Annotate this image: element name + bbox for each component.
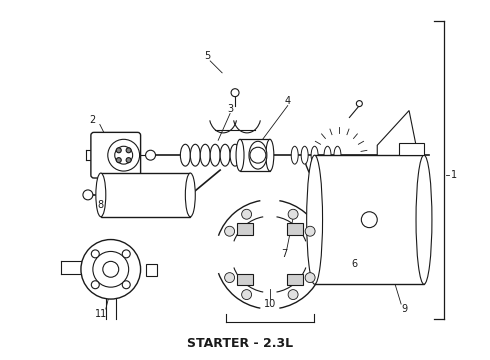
Circle shape (126, 148, 131, 153)
Circle shape (83, 190, 93, 200)
Ellipse shape (180, 144, 190, 166)
Circle shape (146, 150, 155, 160)
Circle shape (356, 100, 362, 107)
Text: 4: 4 (285, 96, 291, 105)
Circle shape (122, 250, 130, 258)
Bar (287, 274, 303, 285)
Circle shape (231, 89, 239, 96)
Circle shape (116, 148, 121, 153)
Circle shape (250, 147, 266, 163)
Bar (240, 139, 270, 171)
Text: 10: 10 (264, 299, 276, 309)
Circle shape (91, 250, 99, 258)
Circle shape (305, 273, 315, 283)
Circle shape (112, 183, 120, 191)
Ellipse shape (291, 146, 298, 164)
Circle shape (108, 139, 140, 171)
Circle shape (224, 226, 235, 236)
Ellipse shape (311, 146, 318, 164)
Text: 3: 3 (227, 104, 233, 113)
Ellipse shape (266, 139, 274, 171)
Circle shape (103, 261, 119, 277)
Circle shape (122, 281, 130, 289)
Polygon shape (377, 111, 419, 165)
Circle shape (81, 239, 141, 299)
Circle shape (115, 146, 133, 164)
Circle shape (93, 251, 129, 287)
Ellipse shape (416, 155, 432, 284)
Text: 7: 7 (282, 249, 288, 260)
Circle shape (116, 158, 121, 163)
Text: 9: 9 (401, 304, 407, 314)
Ellipse shape (210, 144, 220, 166)
Text: 1: 1 (451, 170, 457, 180)
Circle shape (288, 290, 298, 300)
Bar (237, 224, 253, 235)
Text: 8: 8 (98, 200, 104, 210)
Ellipse shape (200, 144, 210, 166)
Circle shape (91, 281, 99, 289)
Ellipse shape (324, 146, 331, 164)
Bar (146, 264, 157, 276)
Ellipse shape (96, 173, 106, 217)
Text: 2: 2 (90, 116, 96, 126)
Circle shape (305, 226, 315, 236)
Bar (287, 224, 303, 235)
Text: 11: 11 (95, 309, 107, 319)
Ellipse shape (185, 173, 196, 217)
Ellipse shape (190, 144, 200, 166)
Ellipse shape (236, 139, 244, 171)
Bar (101, 173, 190, 217)
Bar (237, 274, 253, 285)
Text: 5: 5 (204, 51, 210, 61)
Text: 6: 6 (351, 259, 357, 269)
Circle shape (224, 273, 235, 283)
FancyBboxPatch shape (91, 132, 141, 178)
Ellipse shape (334, 146, 341, 164)
Circle shape (126, 158, 131, 163)
Ellipse shape (307, 155, 322, 284)
Ellipse shape (230, 144, 240, 166)
Circle shape (242, 290, 251, 300)
Ellipse shape (301, 146, 308, 164)
Ellipse shape (249, 141, 267, 169)
Ellipse shape (220, 144, 230, 166)
Text: STARTER - 2.3L: STARTER - 2.3L (187, 337, 293, 350)
Bar (399, 143, 424, 155)
Circle shape (242, 209, 251, 219)
Circle shape (288, 209, 298, 219)
Circle shape (361, 212, 377, 228)
Bar (315, 155, 424, 284)
